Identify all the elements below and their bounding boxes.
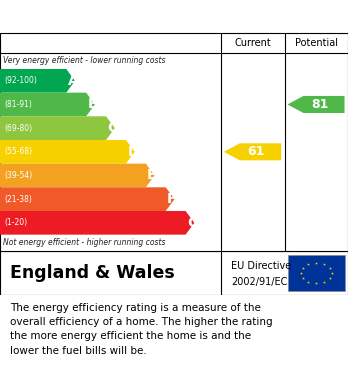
- Text: The energy efficiency rating is a measure of the
overall efficiency of a home. T: The energy efficiency rating is a measur…: [10, 303, 273, 356]
- Text: G: G: [187, 216, 198, 230]
- Text: (81-91): (81-91): [4, 100, 32, 109]
- Polygon shape: [0, 211, 194, 235]
- Polygon shape: [0, 187, 174, 211]
- Text: (92-100): (92-100): [4, 76, 37, 85]
- Polygon shape: [0, 69, 75, 93]
- Text: 61: 61: [247, 145, 264, 158]
- Polygon shape: [0, 164, 155, 187]
- Text: Potential: Potential: [295, 38, 338, 48]
- Text: E: E: [147, 169, 157, 183]
- Text: Not energy efficient - higher running costs: Not energy efficient - higher running co…: [3, 239, 166, 248]
- Text: (21-38): (21-38): [4, 195, 32, 204]
- Bar: [288, 255, 345, 291]
- Polygon shape: [0, 140, 135, 164]
- Text: (39-54): (39-54): [4, 171, 32, 180]
- Polygon shape: [224, 143, 281, 160]
- Polygon shape: [0, 93, 95, 116]
- Text: (1-20): (1-20): [4, 218, 27, 227]
- Text: England & Wales: England & Wales: [10, 264, 175, 282]
- Polygon shape: [287, 96, 345, 113]
- Text: (55-68): (55-68): [4, 147, 32, 156]
- Text: D: D: [127, 145, 139, 159]
- Text: B: B: [88, 97, 98, 111]
- Text: Energy Efficiency Rating: Energy Efficiency Rating: [7, 9, 217, 24]
- Text: (69-80): (69-80): [4, 124, 32, 133]
- Text: Very energy efficient - lower running costs: Very energy efficient - lower running co…: [3, 56, 166, 65]
- Text: C: C: [108, 121, 118, 135]
- Polygon shape: [0, 116, 115, 140]
- Text: A: A: [68, 74, 78, 88]
- Text: 81: 81: [311, 98, 328, 111]
- Text: F: F: [167, 192, 177, 206]
- Text: Current: Current: [235, 38, 271, 48]
- Text: EU Directive: EU Directive: [231, 262, 292, 271]
- Text: 2002/91/EC: 2002/91/EC: [231, 277, 288, 287]
